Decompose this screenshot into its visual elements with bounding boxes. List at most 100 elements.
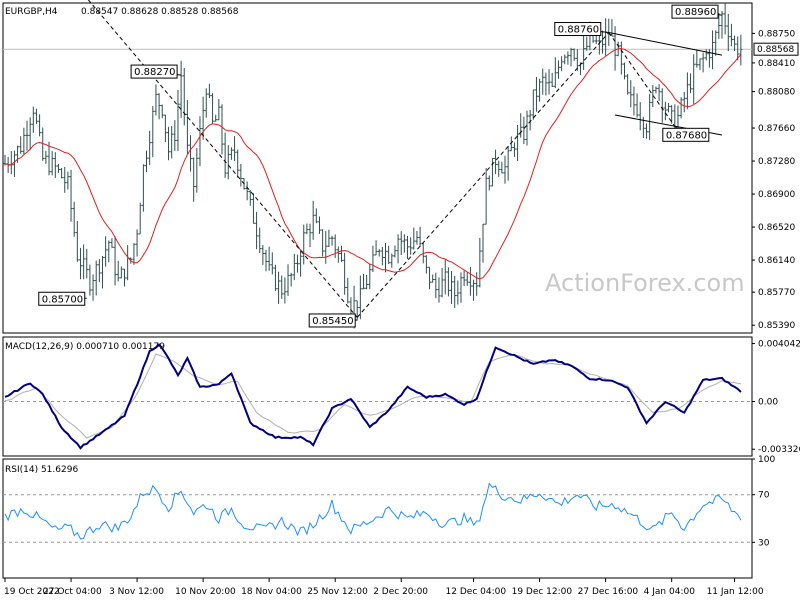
time-tick-label: 10 Nov 20:00 [175,587,236,597]
current-price-box [753,42,799,56]
price-bar [220,104,224,155]
price-bar [698,58,702,71]
macd-tick-label: 0.00 [758,398,778,408]
price-bar [346,277,350,304]
price-bar [292,253,296,281]
annotation-label: 0.87680 [666,130,707,141]
price-bar [273,264,277,291]
price-bar [91,274,95,301]
price-bar [692,54,696,104]
price-bar [113,236,117,286]
price-bar [428,266,432,290]
annotation-label: 0.88760 [558,25,599,36]
price-bar [550,72,554,87]
price-bar [34,108,38,124]
price-bar [302,224,306,265]
rsi-tick-label: 70 [758,491,770,501]
price-bar [104,236,108,267]
price-bar [563,54,567,65]
price-bar [412,227,416,250]
price-bar [66,171,70,190]
price-bar [251,193,255,224]
price-bar [97,259,101,283]
macd-panel-frame [2,336,753,457]
price-bar [651,85,655,108]
price-bar [286,264,290,297]
time-tick-label: 18 Nov 04:00 [241,587,302,597]
symbol-header: EURGBP,H4 [5,7,58,17]
price-bar [321,229,325,257]
price-bar [490,157,494,187]
price-bar [283,277,287,304]
price-bar [500,161,504,174]
price-annotation: 0.87680 [662,125,710,142]
price-bar [239,163,243,187]
price-bar [487,175,491,191]
price-bar [88,264,92,296]
price-bar [528,110,532,131]
price-bar [78,247,82,280]
price-bar [44,150,48,164]
price-bar [497,160,501,177]
price-bar [739,34,743,66]
price-bar [198,116,202,167]
price-bar [69,169,73,222]
price-bar [544,72,548,96]
price-bar [138,202,142,235]
price-bar [100,256,104,289]
price-bar [600,30,604,54]
price-bar [189,135,193,172]
price-bar [569,47,573,67]
rsi-tick-label: 30 [758,538,770,548]
price-bar [107,240,111,263]
price-bar [572,48,576,61]
price-bar [135,229,139,257]
price-bar [41,127,45,161]
price-bar [305,223,309,235]
price-bar [233,136,237,162]
trendline [608,32,723,56]
price-tick-label: 0.88750 [758,29,795,39]
time-tick-label: 3 Nov 12:00 [109,587,164,597]
price-bar [723,2,727,35]
price-bar [648,93,652,140]
annotation-label: 0.88270 [134,67,175,78]
price-bar [396,234,400,264]
moving-average [4,48,742,280]
price-bar [390,253,394,268]
price-bar [635,93,639,118]
price-bar [119,266,123,279]
price-bar [720,11,724,39]
price-bar [16,145,20,163]
time-tick-label: 4 Jan 04:00 [644,587,696,597]
current-price-label: 0.88568 [757,45,794,55]
price-bar [38,114,42,137]
trendline [87,0,358,318]
price-bar [327,229,331,248]
price-bar [484,168,488,225]
price-bar [553,57,557,89]
annotation-label: 0.85450 [312,316,353,327]
price-bar [726,13,730,52]
price-bar [711,30,715,70]
price-bar [541,68,545,95]
price-bar [343,252,347,295]
price-annotation: 0.85700 [38,291,87,306]
price-bar [330,235,334,246]
price-bar [72,201,76,237]
price-bar [211,93,215,125]
price-bar [324,230,328,264]
price-bar [682,91,686,113]
price-bar [566,51,570,65]
price-bar [481,223,485,263]
price-bar [229,147,233,160]
price-bar [151,106,155,158]
price-bar [516,125,520,162]
price-bar [179,60,183,119]
price-bar [575,49,579,71]
macd-tick-label: -0.003326 [758,445,800,455]
price-bar [154,84,158,116]
price-bar [258,227,262,254]
price-bar [462,270,466,286]
price-bar [264,249,268,272]
